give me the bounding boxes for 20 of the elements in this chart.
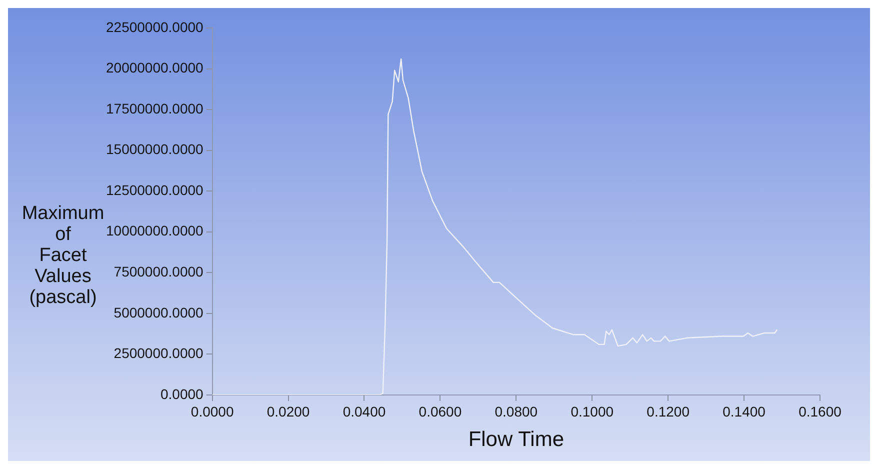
x-tick-label: 0.0800 (494, 403, 538, 420)
y-tick-label: 22500000.0000 (106, 18, 204, 35)
x-axis-title: Flow Time (468, 428, 564, 452)
y-tick-label: 12500000.0000 (106, 182, 204, 198)
y-tick-label: 10000000.0000 (106, 222, 204, 239)
y-tick-label: 17500000.0000 (106, 100, 204, 116)
x-tick-label: 0.1000 (570, 403, 614, 420)
x-tick-label: 0.0000 (190, 403, 234, 420)
y-tick-label: 15000000.0000 (106, 141, 204, 158)
y-tick-label: 0.0000 (160, 386, 204, 402)
x-tick-label: 0.0600 (418, 403, 462, 420)
y-tick-label: 5000000.0000 (114, 304, 204, 320)
y-tick-label: 2500000.0000 (114, 345, 204, 362)
x-tick-label: 0.0200 (266, 403, 310, 420)
y-tick-label: 20000000.0000 (106, 60, 204, 76)
y-tick-label: 7500000.0000 (114, 264, 204, 280)
x-tick-label: 0.0400 (342, 403, 386, 420)
x-tick-label: 0.1600 (798, 403, 842, 420)
x-tick-label: 0.1400 (722, 403, 766, 420)
x-tick-label: 0.1200 (646, 403, 690, 420)
